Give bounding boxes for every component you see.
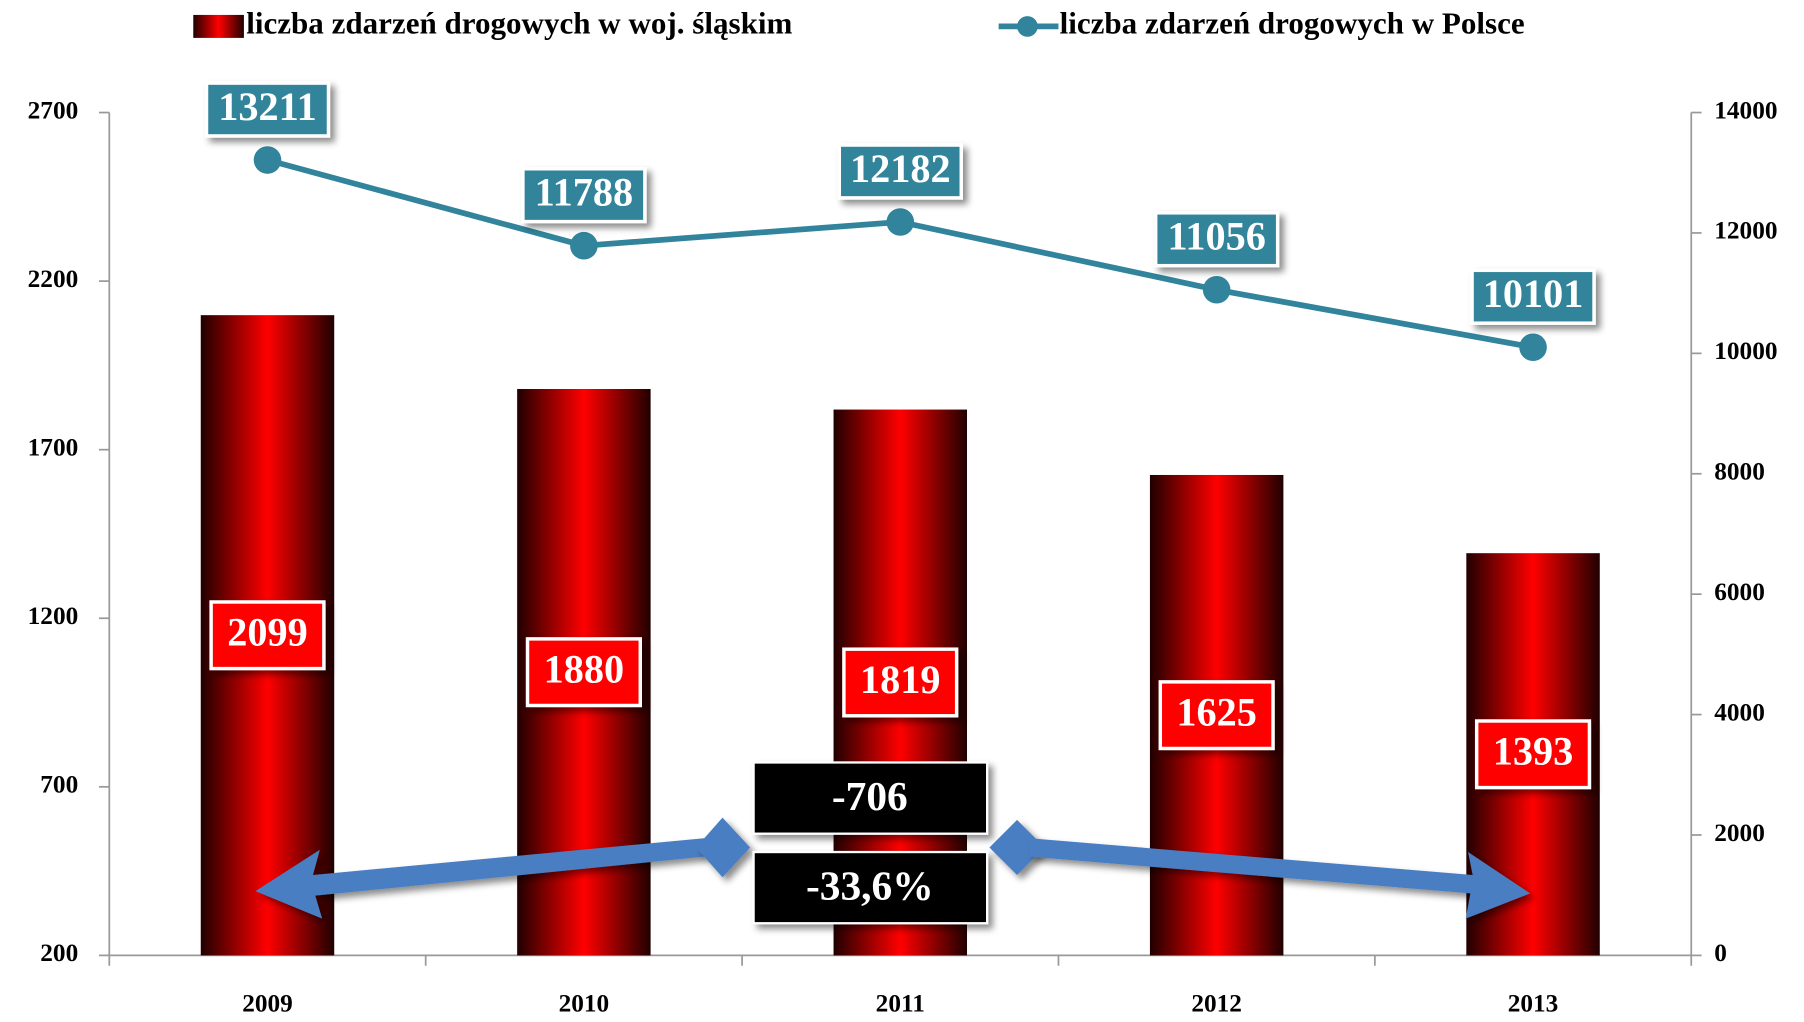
value-label-box	[1158, 680, 1275, 751]
x-tick-label: 2012	[1191, 990, 1242, 1018]
point	[1202, 275, 1231, 304]
y2-tick-label: 12000	[1714, 217, 1777, 245]
x-tick-label: 2009	[242, 990, 293, 1018]
value-label-box	[1153, 211, 1280, 268]
value-label: 1880	[544, 647, 625, 692]
y2-tick-label: 4000	[1714, 698, 1765, 726]
left-diamond	[696, 817, 751, 878]
point	[1519, 333, 1547, 362]
value-label: 1819	[860, 657, 941, 702]
value-label: 1625	[1176, 690, 1257, 735]
y-tick-label: 2200	[28, 265, 79, 293]
annotation-box	[752, 850, 989, 925]
annotation: -33,6%	[806, 862, 934, 908]
value-label: 10101	[1483, 271, 1584, 316]
value-label: 2099	[227, 610, 308, 655]
value-label: 1393	[1493, 729, 1574, 774]
value-label: 11056	[1167, 214, 1265, 259]
y-tick-label: 700	[40, 771, 78, 799]
value-label: 13211	[218, 84, 316, 129]
left-arrow	[255, 838, 705, 919]
point	[253, 146, 282, 174]
value-label-box	[842, 647, 959, 718]
value-label-box	[837, 143, 963, 200]
legend-swatch	[193, 14, 244, 38]
y2-tick-label: 8000	[1714, 458, 1765, 486]
legend-label: liczba zdarzeń drogowych w Polsce	[1060, 6, 1525, 41]
value-label-box	[1470, 268, 1596, 325]
x-tick-label: 2011	[876, 990, 925, 1018]
point	[570, 231, 598, 260]
value-label-box	[521, 167, 647, 224]
y2-tick-label: 6000	[1714, 578, 1765, 606]
y-tick-label: 1700	[28, 433, 79, 461]
value-label: 11788	[535, 170, 633, 215]
arrows: -706 -33,6%	[255, 761, 1531, 925]
point	[886, 208, 915, 236]
legend: liczba zdarzeń drogowych w woj. śląskim l…	[193, 6, 1525, 41]
y2-tick-label: 14000	[1714, 96, 1777, 124]
annotation: -706	[832, 773, 908, 819]
y-tick-label: 2700	[28, 96, 79, 124]
value-label-box	[204, 81, 331, 138]
y2-tick-label: 2000	[1714, 819, 1765, 847]
x-tick-label: 2013	[1508, 990, 1559, 1018]
right-arrow	[1029, 838, 1531, 919]
legend-marker	[1017, 16, 1038, 37]
value-label-box	[209, 600, 326, 671]
annotation-box	[752, 761, 989, 835]
y2-tick-label: 10000	[1714, 337, 1777, 365]
y-tick-label: 200	[40, 939, 78, 967]
right-diamond	[989, 819, 1045, 876]
y-tick-label: 1200	[28, 602, 79, 630]
x-tick-label: 2010	[559, 990, 610, 1018]
value-label: 12182	[850, 146, 951, 191]
y2-tick-label: 0	[1714, 939, 1727, 967]
value-label-box	[525, 637, 642, 708]
legend-label: liczba zdarzeń drogowych w woj. śląskim	[246, 6, 792, 41]
value-label-box	[1474, 719, 1592, 790]
